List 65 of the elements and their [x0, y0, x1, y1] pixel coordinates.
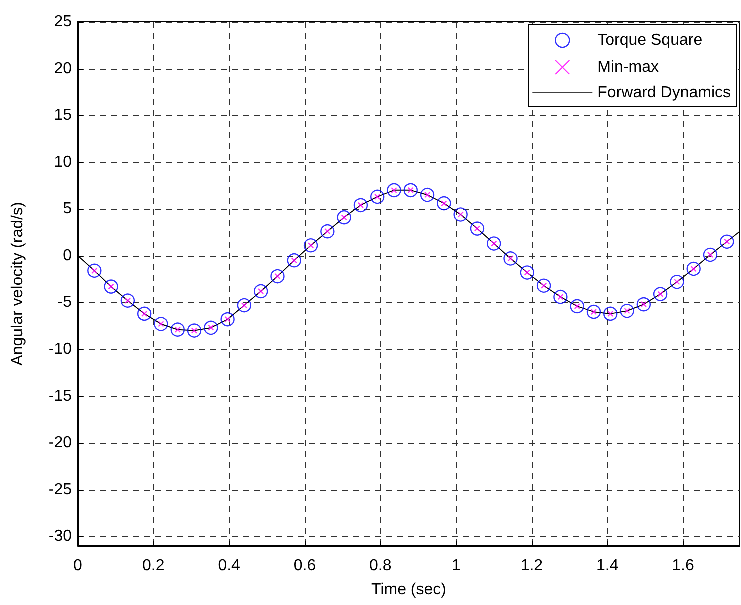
point — [220, 312, 235, 327]
point — [387, 183, 402, 198]
point — [270, 269, 285, 284]
point — [686, 262, 701, 276]
point — [304, 238, 318, 253]
y-axis-title: Angular velocity (rad/s) — [10, 202, 26, 366]
point — [420, 188, 435, 202]
point — [404, 183, 418, 198]
point — [554, 290, 568, 304]
x-tick-label: 1.6 — [672, 558, 694, 574]
x-tick-label: 0 — [74, 558, 83, 574]
x-axis-title: Time (sec) — [372, 582, 446, 598]
point — [604, 306, 618, 322]
point — [287, 254, 302, 268]
y-tick-label: -30 — [48, 528, 72, 546]
point — [320, 224, 335, 239]
point — [437, 196, 452, 211]
point — [120, 294, 136, 308]
x-tick-label: 0.4 — [218, 558, 241, 574]
point — [104, 280, 118, 294]
point — [670, 275, 684, 290]
point — [354, 198, 368, 212]
point — [370, 190, 385, 204]
point — [337, 210, 352, 225]
point — [454, 208, 468, 222]
point — [653, 287, 668, 302]
point — [620, 304, 634, 318]
y-tick-label: -25 — [48, 481, 72, 498]
y-tick-label: 20 — [54, 60, 72, 78]
x-tick-label: 1 — [452, 558, 461, 574]
y-tick-label: 5 — [63, 200, 72, 218]
point — [88, 264, 102, 278]
point — [170, 322, 185, 337]
point — [586, 304, 602, 320]
y-tick-label: -20 — [48, 434, 72, 452]
x-tick-label: 0.8 — [370, 558, 392, 574]
x-tick-label: 1.4 — [596, 558, 619, 574]
legend-label: Forward Dynamics — [598, 84, 731, 102]
point — [254, 284, 268, 299]
point — [470, 222, 485, 236]
y-tick-label: 15 — [54, 107, 72, 124]
legend-label: Min-max — [598, 59, 659, 76]
point — [536, 278, 552, 293]
y-tick-label: -5 — [58, 294, 72, 312]
x-tick-label: 1.2 — [520, 558, 544, 574]
point — [154, 317, 168, 332]
x-tick-label: 0.6 — [294, 558, 316, 574]
legend-label: Torque Square — [598, 32, 703, 49]
y-tick-label: 0 — [63, 247, 72, 264]
point — [703, 248, 718, 262]
point — [570, 299, 584, 314]
y-tick-label: 25 — [54, 14, 72, 30]
point — [187, 324, 202, 338]
point — [720, 234, 734, 249]
point — [636, 297, 652, 312]
y-tick-label: 10 — [54, 154, 72, 171]
point — [504, 252, 518, 266]
point — [237, 298, 252, 313]
y-tick-label: -15 — [48, 388, 72, 405]
point — [487, 236, 502, 251]
y-tick-label: -10 — [48, 341, 72, 358]
point — [204, 320, 218, 336]
point — [137, 306, 152, 322]
x-tick-label: 0.2 — [142, 558, 165, 574]
point — [520, 266, 535, 280]
